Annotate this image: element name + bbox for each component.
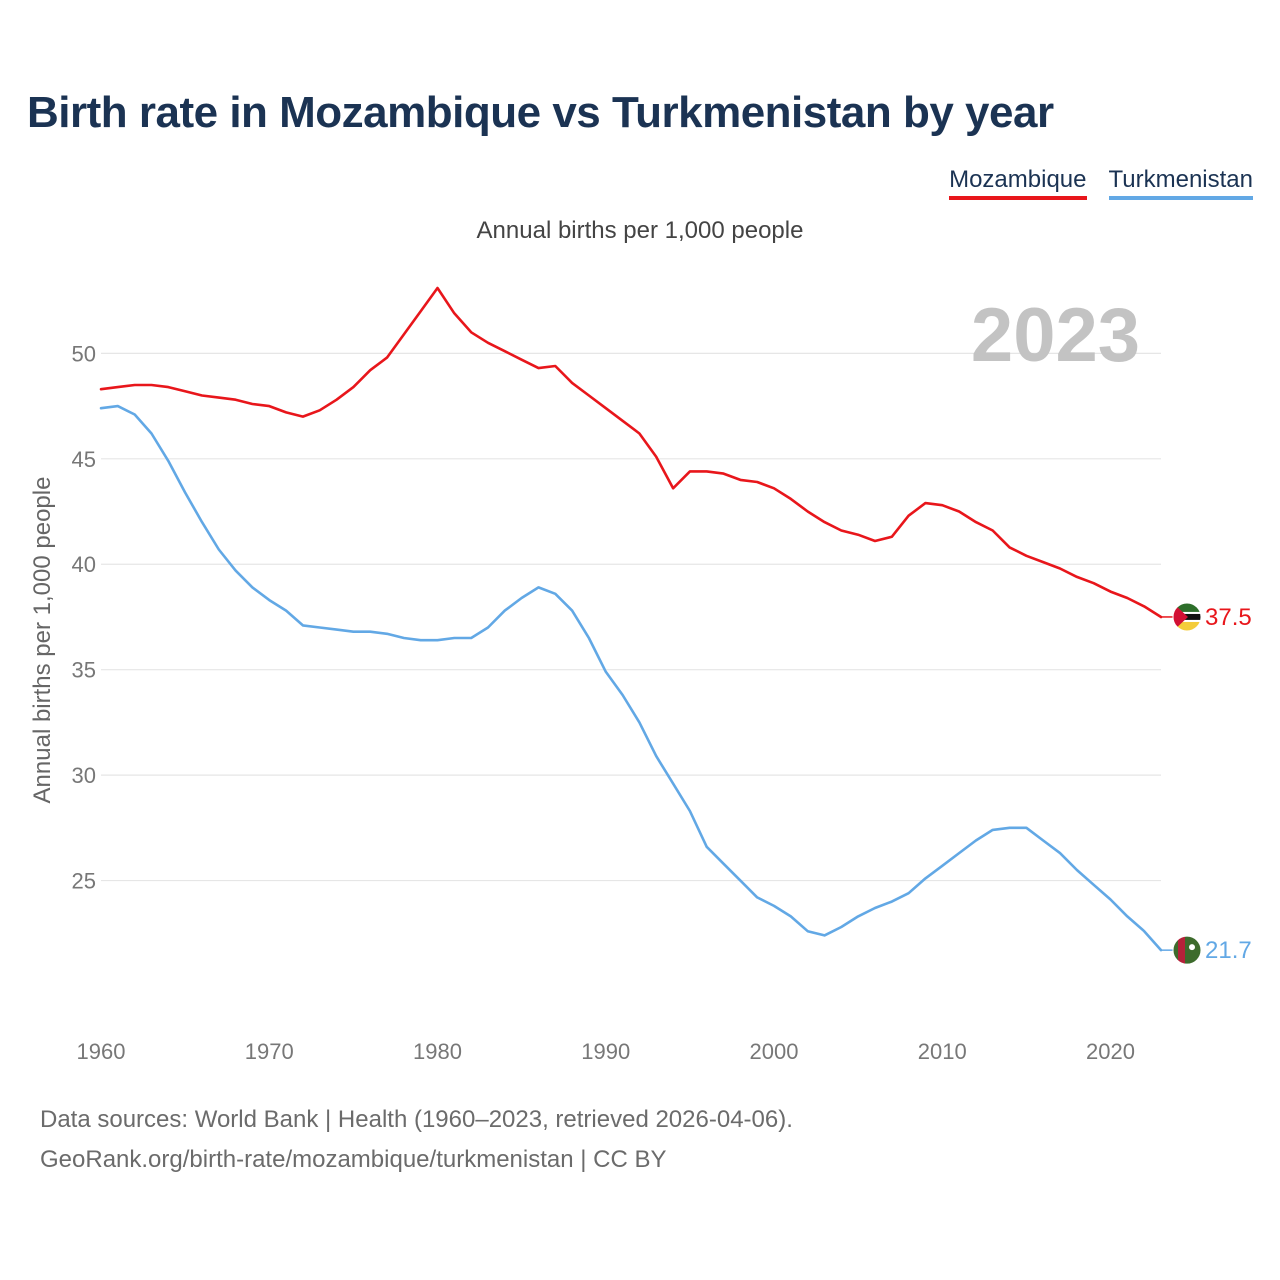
x-tick-label: 1980	[413, 1039, 462, 1064]
legend: Mozambique Turkmenistan	[949, 166, 1253, 200]
series-line-turkmenistan[interactable]	[99, 404, 1163, 952]
x-tick-label: 1960	[77, 1039, 126, 1064]
y-tick-label: 25	[72, 869, 96, 894]
x-tick-label: 2010	[918, 1039, 967, 1064]
series-line-mozambique[interactable]	[99, 286, 1163, 619]
chart-title: Birth rate in Mozambique vs Turkmenistan…	[27, 88, 1054, 137]
x-tick-label: 2020	[1086, 1039, 1135, 1064]
end-markers: 37.5 21.7	[1161, 602, 1252, 965]
series-lines	[99, 286, 1163, 952]
legend-item-turkmenistan[interactable]: Turkmenistan	[1108, 166, 1253, 200]
y-tick-label: 50	[72, 341, 96, 366]
y-axis: 25 30 35 40 45 50	[72, 341, 96, 893]
y-tick-label: 45	[72, 447, 96, 472]
y-tick-label: 35	[72, 658, 96, 683]
legend-item-mozambique[interactable]: Mozambique	[949, 166, 1087, 200]
x-tick-label: 1990	[581, 1039, 630, 1064]
flag-icon-turkmenistan	[1172, 935, 1202, 965]
y-tick-label: 30	[72, 763, 96, 788]
year-label: 2023	[971, 293, 1140, 378]
gridlines	[101, 352, 1161, 882]
chart-subtitle: Annual births per 1,000 people	[476, 217, 804, 244]
flag-icon-mozambique	[1172, 602, 1202, 632]
y-axis-label: Annual births per 1,000 people	[29, 477, 56, 804]
x-tick-label: 1970	[245, 1039, 294, 1064]
y-tick-label: 40	[72, 552, 96, 577]
end-value-label-turkmenistan: 21.7	[1205, 937, 1252, 964]
end-value-label-mozambique: 37.5	[1205, 604, 1252, 631]
footer-source: Data sources: World Bank | Health (1960–…	[40, 1106, 793, 1133]
line-chart: 25 30 35 40 45 50 1960 1970 1980 1990 2000 2010 202…	[29, 286, 1252, 1064]
footer-url[interactable]: GeoRank.org/birth-rate/mozambique/turkme…	[40, 1146, 667, 1173]
x-axis: 1960 1970 1980 1990 2000 2010 2020	[77, 1039, 1135, 1064]
x-tick-label: 2000	[750, 1039, 799, 1064]
